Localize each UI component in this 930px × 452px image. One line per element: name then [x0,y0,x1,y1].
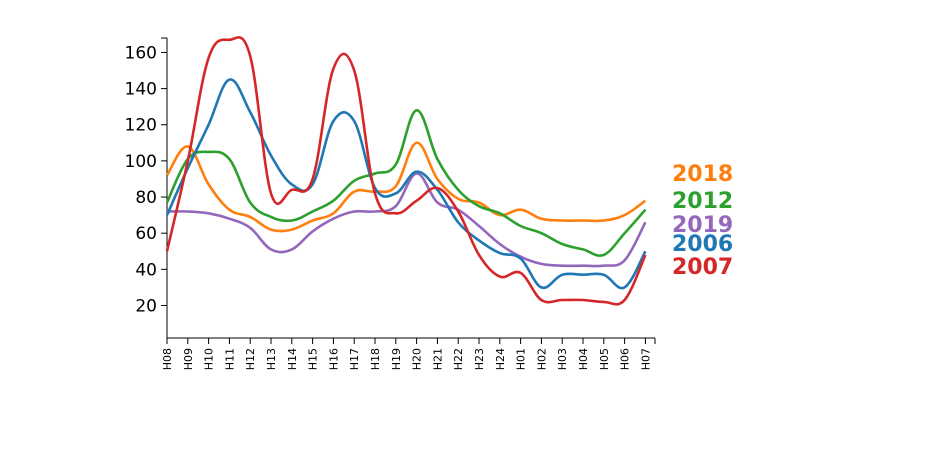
x-tick-label: H12 [244,348,257,370]
series-line-2007 [165,36,647,306]
legend-label-2012: 2012 [672,189,733,214]
x-tick-label: H01 [515,348,528,370]
x-tick-label: H10 [203,348,216,370]
x-axis: H08 H09 H10 H11 H12 H13 H14 H15 H16 H17 H18 H19 H20 H… [161,337,656,370]
y-tick-label: 120 [125,116,157,136]
x-tick-label: H06 [619,348,632,370]
x-tick-label: H17 [348,348,361,370]
y-tick-label: 80 [135,188,157,208]
x-tick-label: H20 [411,348,424,370]
y-axis: 20 40 60 80 100 120 140 160 [125,37,168,338]
x-tick-label: H14 [286,348,299,370]
x-tick-label: H21 [431,348,444,370]
legend-label-2007: 2007 [672,255,733,280]
series-lines [165,36,647,306]
series-line-2019 [166,172,647,268]
x-tick-label: H03 [556,348,569,370]
x-tick-label: H18 [369,348,382,370]
x-tick-label: H11 [223,348,236,370]
y-tick-label: 40 [135,260,157,280]
series-line-2006 [165,78,647,290]
x-tick-label: H16 [327,348,340,370]
y-tick-label: 100 [125,152,157,172]
x-tick-label: H07 [639,348,652,370]
legend-label-2018: 2018 [672,162,733,187]
series-line-2012 [165,109,647,257]
y-tick-label: 60 [135,224,157,244]
x-tick-label: H05 [598,348,611,370]
x-tick-label: H19 [390,348,403,370]
x-tick-label: H04 [577,348,590,370]
legend-label-2019: 2019 [672,213,733,238]
x-tick-label: H22 [452,348,465,370]
y-tick-label: 140 [125,80,157,100]
y-tick-label: 20 [135,296,157,316]
x-tick-label: H24 [494,348,507,370]
x-tick-label: H23 [473,348,486,370]
legend-label-2006: 2006 [672,232,733,257]
series-line-2018 [165,141,647,233]
y-tick-label: 160 [125,43,157,63]
x-tick-label: H02 [535,348,548,370]
x-tick-label: H15 [307,348,320,370]
x-tick-label: H08 [161,348,174,370]
x-tick-label: H09 [182,348,195,370]
x-tick-label: H13 [265,348,278,370]
